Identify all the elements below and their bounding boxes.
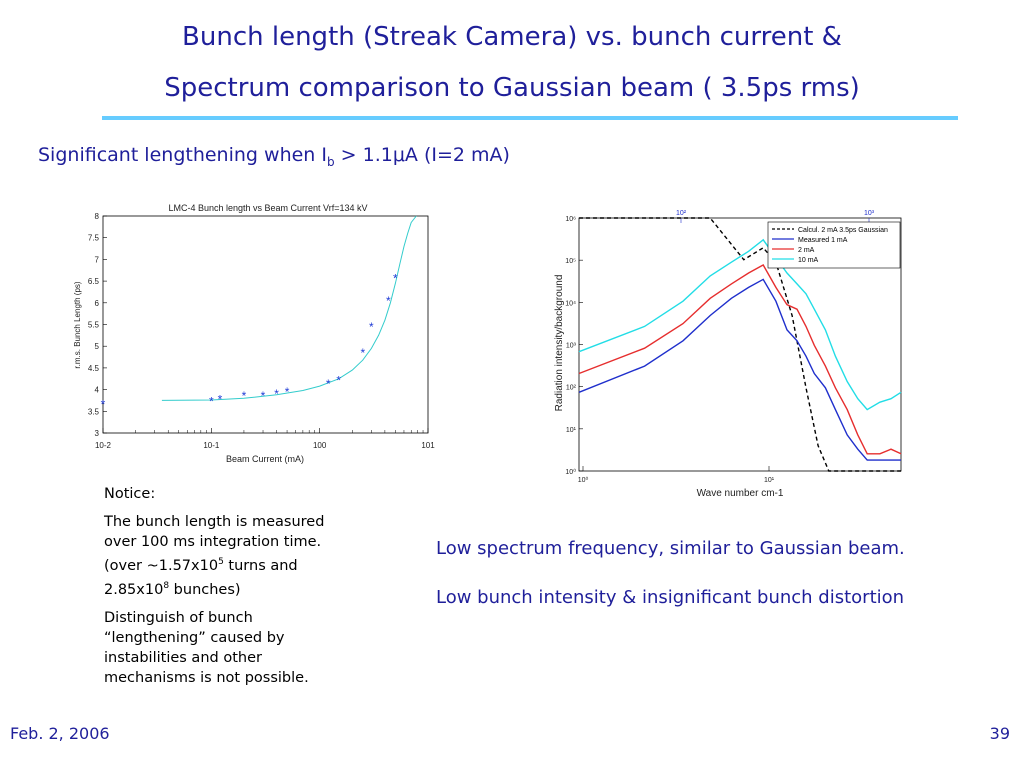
data-point: * xyxy=(369,320,374,334)
data-point: * xyxy=(386,294,391,308)
y-axis-label: Radiation intensity/background xyxy=(554,275,565,412)
data-point: * xyxy=(336,374,341,388)
y-tick-label: 7 xyxy=(95,255,100,264)
chart-title: LMC-4 Bunch length vs Beam Current Vrf=1… xyxy=(168,203,367,213)
subtitle-subscript: b xyxy=(326,154,335,169)
plot-frame xyxy=(102,215,429,434)
spectrum-chart-svg: 10⁰ 10¹ 10² 10³ 10⁴ 10⁵ 10⁶ 10⁰ 10¹ 10² 10³ Calcul… xyxy=(554,210,902,499)
footer-date: Feb. 2, 2006 xyxy=(10,724,110,743)
y-tick-label: 8 xyxy=(95,212,100,221)
x-tick-label: 10¹ xyxy=(764,477,775,484)
notice-text-c: bunches) xyxy=(169,581,241,598)
bunch-length-chart-svg: LMC-4 Bunch length vs Beam Current Vrf=1… xyxy=(73,203,435,464)
y-tick-label: 3.5 xyxy=(88,407,100,416)
y-tick-label: 10⁶ xyxy=(565,216,576,223)
series-line xyxy=(579,217,901,472)
legend: Calcul. 2 mA 3.5ps Gaussian Measured 1 mA… xyxy=(767,221,901,269)
data-point: * xyxy=(393,272,398,286)
data-point: * xyxy=(218,392,223,406)
y-tick-label: 4 xyxy=(95,386,100,395)
data-point: * xyxy=(261,389,266,403)
y-tick-label: 10¹ xyxy=(566,427,577,434)
x-tick-label: 10-2 xyxy=(95,441,112,450)
x-top-tick-label: 10³ xyxy=(864,210,875,217)
legend-label: Measured 1 mA xyxy=(798,237,848,244)
subtitle-text: Significant lengthening when I xyxy=(38,144,327,166)
y-tick-label: 3 xyxy=(95,429,100,438)
data-point: * xyxy=(360,346,365,360)
spectrum-chart: 10⁰ 10¹ 10² 10³ 10⁴ 10⁵ 10⁶ 10⁰ 10¹ 10² 10³ Calcul… xyxy=(540,198,920,508)
subtitle: Significant lengthening when Ib > 1.1μA … xyxy=(38,144,510,169)
y-tick-label: 7.5 xyxy=(88,234,100,243)
notice-text-b: turns and 2.85x10 xyxy=(104,557,298,598)
data-point: * xyxy=(101,397,106,411)
notice-text-a: The bunch length is measured over 100 ms… xyxy=(104,514,325,574)
conclusion-1: Low spectrum frequency, similar to Gauss… xyxy=(436,538,905,559)
notice-box: Notice: The bunch length is measured ove… xyxy=(104,484,354,696)
x-tick-label: 100 xyxy=(313,441,327,450)
fit-curve xyxy=(161,215,417,401)
legend-label: 2 mA xyxy=(798,247,815,254)
legend-label: 10 mA xyxy=(798,257,819,264)
y-tick-label: 10³ xyxy=(566,343,577,350)
notice-sup-1: 5 xyxy=(218,557,224,567)
y-tick-label: 5 xyxy=(95,342,100,351)
y-tick-label: 10⁴ xyxy=(565,300,576,307)
x-tick-label: 101 xyxy=(421,441,435,450)
page-number: 39 xyxy=(989,724,1010,743)
y-tick-label: 6.5 xyxy=(88,277,100,286)
data-point: * xyxy=(285,385,290,399)
x-axis-label: Wave number cm-1 xyxy=(697,488,784,499)
legend-label: Calcul. 2 mA 3.5ps Gaussian xyxy=(798,227,888,234)
x-tick-label: 10⁰ xyxy=(578,476,589,484)
y-tick-label: 10⁰ xyxy=(565,468,576,476)
subtitle-condition: > 1.1μA (I=2 mA) xyxy=(334,144,510,166)
series-line xyxy=(578,238,902,411)
series-line xyxy=(578,278,901,461)
y-tick-label: 5.5 xyxy=(88,321,100,330)
data-point: * xyxy=(326,377,331,391)
x-axis-label: Beam Current (mA) xyxy=(226,454,304,464)
data-point: * xyxy=(209,394,214,408)
y-tick-label: 4.5 xyxy=(88,364,100,373)
slide-title-line-1: Bunch length (Streak Camera) vs. bunch c… xyxy=(182,22,842,52)
y-tick-label: 10⁵ xyxy=(565,258,576,265)
notice-sup-2: 8 xyxy=(163,580,170,591)
slide-title-line-2: Spectrum comparison to Gaussian beam ( 3… xyxy=(164,73,860,103)
title-divider xyxy=(102,116,958,120)
data-point: * xyxy=(242,389,247,403)
legend-box xyxy=(767,221,901,269)
bunch-length-chart: LMC-4 Bunch length vs Beam Current Vrf=1… xyxy=(55,195,448,475)
y-tick-label: 10² xyxy=(566,385,577,392)
notice-title: Notice: xyxy=(104,486,156,502)
x-tick-label: 10-1 xyxy=(203,441,220,450)
y-tick-label: 6 xyxy=(95,299,100,308)
series-line xyxy=(578,264,902,455)
conclusion-2: Low bunch intensity & insignificant bunc… xyxy=(436,587,905,608)
x-top-tick-label: 10² xyxy=(676,210,687,217)
notice-paragraph-2: Distinguish of bunch “lengthening” cause… xyxy=(104,609,309,686)
y-axis-label: r.m.s. Bunch Length (ps) xyxy=(73,281,82,368)
data-point: * xyxy=(274,387,279,401)
notice-paragraph-1: The bunch length is measured over 100 ms… xyxy=(104,512,354,600)
